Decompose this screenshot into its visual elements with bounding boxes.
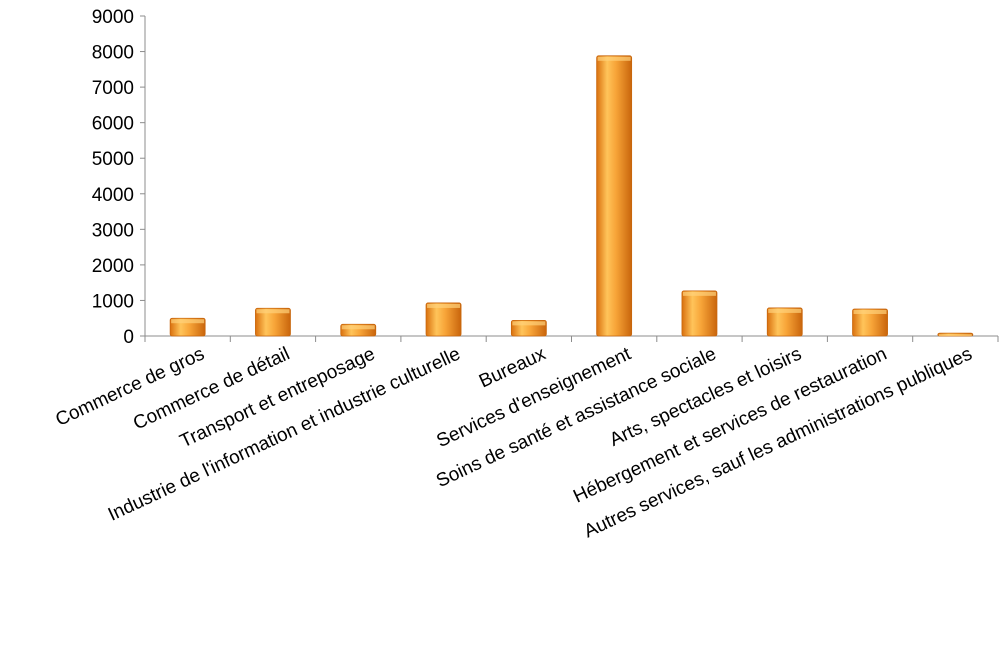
bar-top-highlight — [341, 325, 375, 330]
bar — [255, 307, 291, 337]
y-tick-label: 2000 — [92, 256, 134, 277]
bar-top-highlight — [682, 291, 716, 296]
y-axis: 0 1000 2000 3000 4000 5000 6000 7000 8000 9000 — [92, 7, 146, 348]
bar-top-highlight — [256, 309, 290, 314]
bar — [852, 308, 888, 337]
bar — [596, 55, 633, 337]
bar — [766, 307, 803, 337]
y-tick-label: 3000 — [92, 220, 134, 241]
bar-top-highlight — [768, 308, 802, 313]
bars — [169, 55, 974, 337]
bar-top-highlight — [512, 321, 546, 326]
y-tick-label: 1000 — [92, 291, 134, 312]
y-tick-label: 6000 — [92, 114, 134, 135]
bar — [681, 290, 718, 337]
y-tick-label: 9000 — [92, 7, 134, 28]
bar — [425, 302, 462, 337]
bar-top-highlight — [171, 319, 205, 324]
bar-top-highlight — [938, 334, 972, 336]
y-tick-label: 0 — [123, 327, 134, 348]
bar-top-highlight — [853, 309, 887, 314]
y-tick-label: 7000 — [92, 78, 134, 99]
x-axis — [144, 335, 999, 342]
y-tick-label: 4000 — [92, 185, 134, 206]
bar-top-highlight — [427, 303, 461, 308]
y-tick-label: 8000 — [92, 43, 134, 64]
y-tick-label: 5000 — [92, 149, 134, 170]
bar-top-highlight — [597, 56, 631, 61]
